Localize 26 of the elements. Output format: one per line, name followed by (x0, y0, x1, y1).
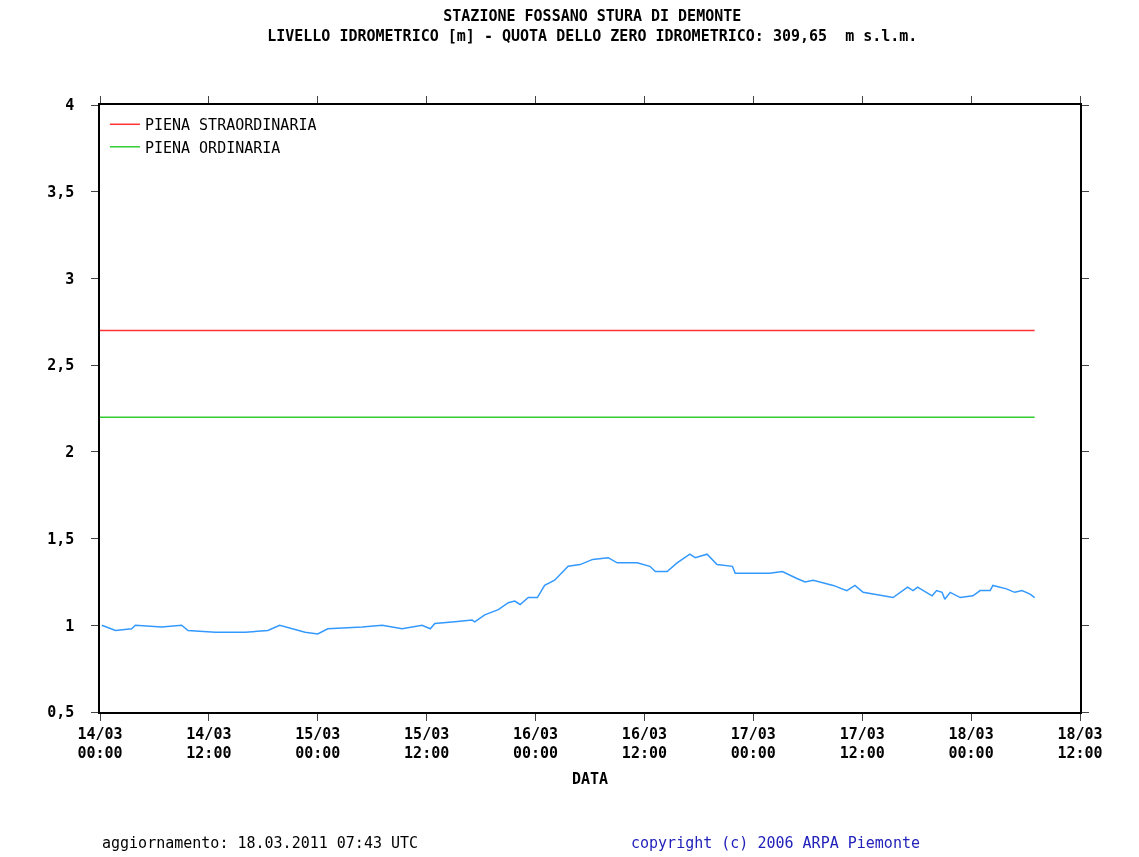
y-tick-label: 3 (65, 269, 75, 288)
x-tick-label: 17/03 12:00 (839, 724, 885, 763)
y-tick-label: 1 (65, 616, 75, 635)
line-series (101, 553, 1036, 635)
y-tick-label: 2 (65, 443, 75, 462)
x-axis-title: DATA (571, 769, 609, 788)
x-tick-label: 18/03 00:00 (948, 724, 994, 763)
y-tick-label: 4 (65, 96, 75, 115)
text: aggiornamento: 18.03.2011 07:43 UTC (102, 834, 419, 852)
x-tick-label: 17/03 00:00 (730, 724, 776, 763)
x-tick-label: 18/03 12:00 (1057, 724, 1103, 763)
y-tick-label: 1,5 (47, 529, 75, 548)
chart-title: STAZIONE FOSSANO STURA DI DEMONTE (443, 7, 742, 26)
x-tick-label: 16/03 00:00 (512, 724, 559, 763)
y-tick-label: 2,5 (47, 356, 75, 375)
text: copyright (c) 2006 ARPA Piemonte (631, 834, 920, 852)
y-tick-label: 3,5 (47, 182, 75, 201)
x-tick-label: 14/03 12:00 (186, 724, 232, 763)
legend-label: PIENA STRAORDINARIA (144, 116, 317, 135)
y-tick-label: 0,5 (47, 703, 75, 722)
chart-subtitle: LIVELLO IDROMETRICO [m] - QUOTA DELLO ZERO IDROMETRICO: 309,65 m s.l.m. (267, 26, 918, 45)
legend-label: PIENA ORDINARIA (144, 138, 281, 157)
x-tick-label: 16/03 12:00 (621, 724, 668, 763)
x-tick-label: 15/03 12:00 (404, 724, 450, 763)
x-tick-label: 15/03 00:00 (295, 724, 341, 763)
x-tick-label: 14/03 00:00 (77, 724, 123, 763)
